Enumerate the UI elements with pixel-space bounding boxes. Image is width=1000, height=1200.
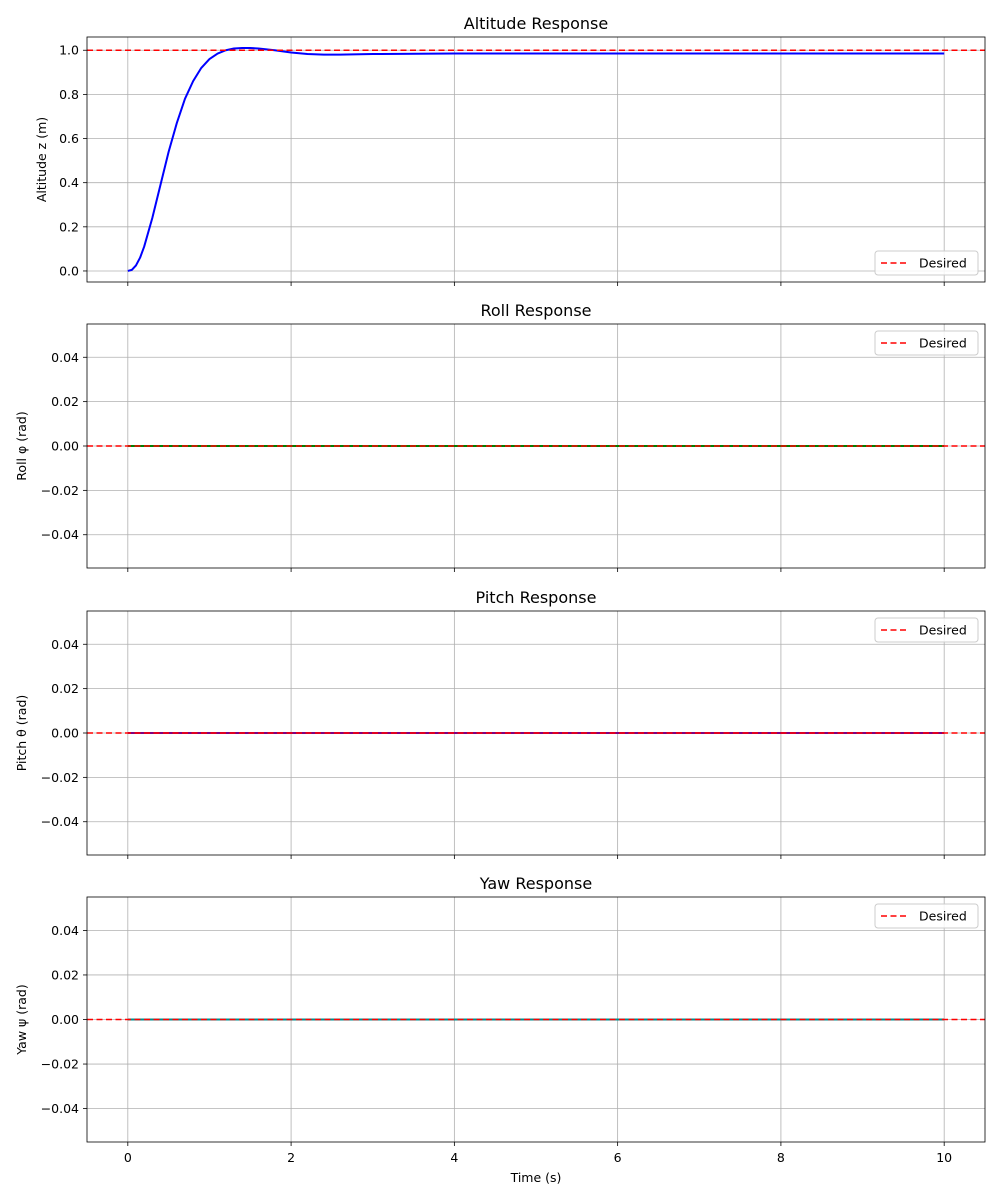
axes-frame [86,36,986,283]
legend: Desired [874,330,979,356]
x-axis-label: Time (s) [510,1170,562,1185]
y-tick-label: −0.04 [41,527,79,542]
y-tick-label: 0.02 [51,681,79,696]
panel-3: −0.04 −0.02 0.00 0.02 0.04 Pitch Response Pitc… [14,588,986,859]
x-tick-label: 0 [124,1150,132,1165]
y-tick-label: 0.00 [51,726,79,741]
y-tick-label: −0.02 [41,1057,79,1072]
y-tick-label: −0.02 [41,770,79,785]
legend-label: Desired [919,623,967,638]
legend-box [874,617,979,643]
y-tick-label: 0.6 [59,131,79,146]
response-line [127,47,945,272]
chart-title: Altitude Response [464,14,608,33]
legend: Desired [874,250,979,276]
y-tick-label: −0.04 [41,814,79,829]
x-tick-label: 6 [614,1150,622,1165]
y-axis-label: Altitude z (m) [34,117,49,202]
x-tick-label: 10 [936,1150,952,1165]
legend: Desired [874,617,979,643]
y-tick-label: 0.2 [59,219,79,234]
legend: Desired [874,903,979,929]
legend-label: Desired [919,909,967,924]
panel-2: −0.04 −0.02 0.00 0.02 0.04 Roll Response Roll … [14,301,986,572]
y-tick-label: 0.4 [59,175,79,190]
legend-label: Desired [919,336,967,351]
legend-box [874,330,979,356]
y-tick-label: 0.00 [51,1012,79,1027]
y-tick-label: −0.04 [41,1101,79,1116]
y-tick-label: 0.04 [51,637,79,652]
legend-box [874,903,979,929]
y-tick-label: 1.0 [59,43,79,58]
y-axis-label: Roll φ (rad) [14,411,29,480]
legend-label: Desired [919,256,967,271]
y-tick-label: 0.8 [59,87,79,102]
y-tick-label: 0.00 [51,439,79,454]
panel-4: 0 2 4 6 8 10 −0.04 −0.02 0.00 0.02 0.04 Yaw Respons… [14,874,986,1185]
panel-1: 0.0 0.2 0.4 0.6 0.8 1.0 Altitude Response Altit… [34,14,986,286]
chart-title: Yaw Response [479,874,592,893]
y-axis-label: Yaw ψ (rad) [14,984,29,1055]
chart-title: Pitch Response [476,588,597,607]
y-tick-label: −0.02 [41,483,79,498]
x-tick-label: 4 [450,1150,458,1165]
x-tick-label: 2 [287,1150,295,1165]
chart-title: Roll Response [480,301,591,320]
y-tick-label: 0.0 [59,263,79,278]
legend-box [874,250,979,276]
y-tick-label: 0.04 [51,923,79,938]
x-tick-label: 8 [777,1150,785,1165]
y-tick-label: 0.02 [51,394,79,409]
y-tick-label: 0.04 [51,350,79,365]
y-tick-label: 0.02 [51,967,79,982]
y-axis-label: Pitch θ (rad) [14,695,29,772]
